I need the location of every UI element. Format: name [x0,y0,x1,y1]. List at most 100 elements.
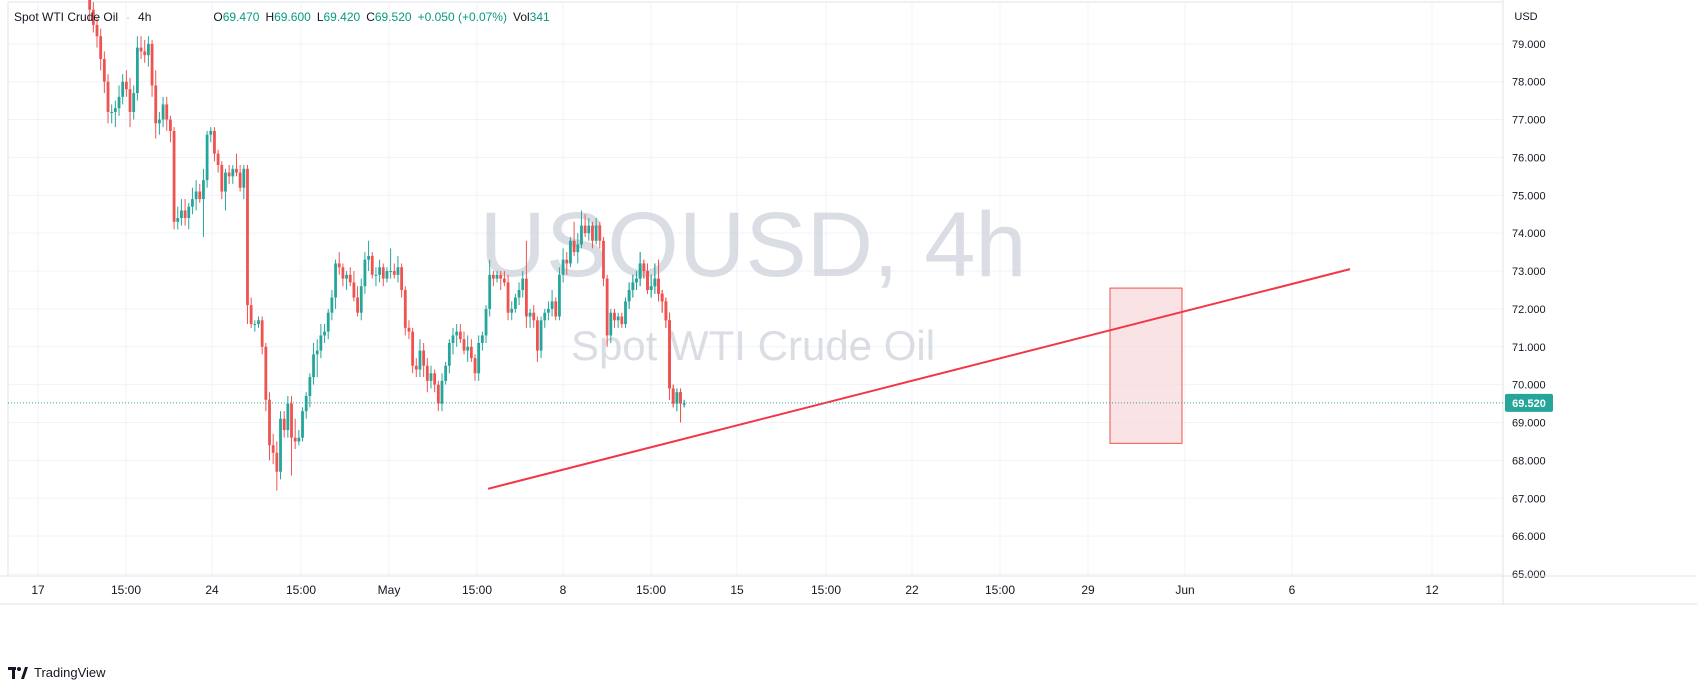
candle-body [455,331,459,336]
candle-body [348,274,352,283]
candle-body [433,373,437,385]
x-tick-label: 8 [560,583,567,597]
y-tick-label: 79.000 [1512,39,1546,51]
candle-body [543,312,547,321]
legend-separator: · [126,10,131,24]
candle-body [271,445,275,453]
candle-body [440,380,444,404]
candle-body [451,335,455,343]
candle-body [499,274,503,279]
candle-body [385,271,389,279]
candle-body [180,210,183,219]
candle-body [580,225,583,245]
y-tick-label: 71.000 [1512,342,1546,354]
candle-body [587,225,591,234]
candle-body [264,346,268,400]
candle-body [286,403,290,431]
candle-body [664,301,668,321]
candle-body [414,365,418,370]
candle-body [528,312,532,317]
x-tick-label: 24 [205,583,219,597]
watermark-name: Spot WTI Crude Oil [571,322,935,369]
candle-body [202,180,205,200]
candle-body [191,199,194,207]
legend-vol: 341 [529,10,550,24]
candle-body [422,350,426,366]
candle-body [517,289,521,298]
candle-body [605,278,609,336]
x-tick-label: 15:00 [111,583,141,597]
candle-body [506,282,510,313]
x-tick-label: 12 [1425,583,1439,597]
current-price-label: 69.520 [1512,398,1546,410]
candle-body [561,259,565,275]
x-tick-label: 15 [730,583,744,597]
candle-body [110,111,114,113]
candle-body [462,339,466,351]
candle-body [554,301,558,317]
candle-body [609,312,613,336]
candle-body [301,411,304,438]
candle-body [565,259,569,264]
candle-body [198,191,202,200]
legend-change: +0.050 (+0.07%) [417,10,507,24]
candle-body [169,119,172,131]
candle-body [477,342,481,374]
legend-low: 69.420 [323,10,361,24]
candle-body [341,267,345,279]
candle-body [216,153,220,166]
candle-body [620,316,624,325]
candle-body [484,308,488,336]
legend-high: 69.600 [274,10,311,24]
candle-body [249,305,253,325]
legend-bar: Spot WTI Crude Oil · 4h O69.470 H69.600 … [14,10,550,24]
candle-body [370,255,374,275]
y-tick-label: 76.000 [1512,152,1546,164]
candle-body [194,191,198,200]
candle-body [594,225,598,241]
candle-body [345,274,348,279]
candle-body [513,297,517,309]
candle-body [297,437,301,442]
candle-body [113,108,117,112]
candle-body [268,399,271,446]
candle-body [598,225,602,241]
candle-body [403,289,407,328]
x-tick-label: 15:00 [286,583,316,597]
y-tick-label: 75.000 [1512,190,1546,202]
candle-body [293,437,297,442]
candle-body [279,418,282,472]
candle-body [359,286,363,313]
candle-body [627,289,631,302]
candle-body [429,373,433,381]
candle-body [275,452,279,472]
candle-body [367,255,370,260]
candle-body [671,388,675,404]
candle-body [660,293,664,302]
candle-body [231,168,235,177]
current-price-label-bg [1505,393,1553,412]
candle-body [356,297,359,313]
y-tick-label: 72.000 [1512,304,1546,316]
candle-body [374,274,378,276]
candle-body [319,335,323,351]
candle-body [315,350,319,355]
footer[interactable]: TradingView [8,665,106,680]
legend-open: 69.470 [222,10,260,24]
candle-body [326,312,330,332]
candle-body [165,104,169,120]
candle-body [88,0,92,10]
y-tick-label: 74.000 [1512,228,1546,240]
candle-body [143,51,147,56]
candle-body [124,81,128,90]
candle-body [150,43,154,86]
x-tick-label: 29 [1081,583,1095,597]
y-tick-label: 65.000 [1512,569,1546,581]
candle-body [418,350,422,370]
candle-body [183,210,187,219]
candle-body [550,301,554,309]
footer-brand: TradingView [34,665,106,680]
candle-body [154,85,158,124]
candle-body [602,240,605,279]
